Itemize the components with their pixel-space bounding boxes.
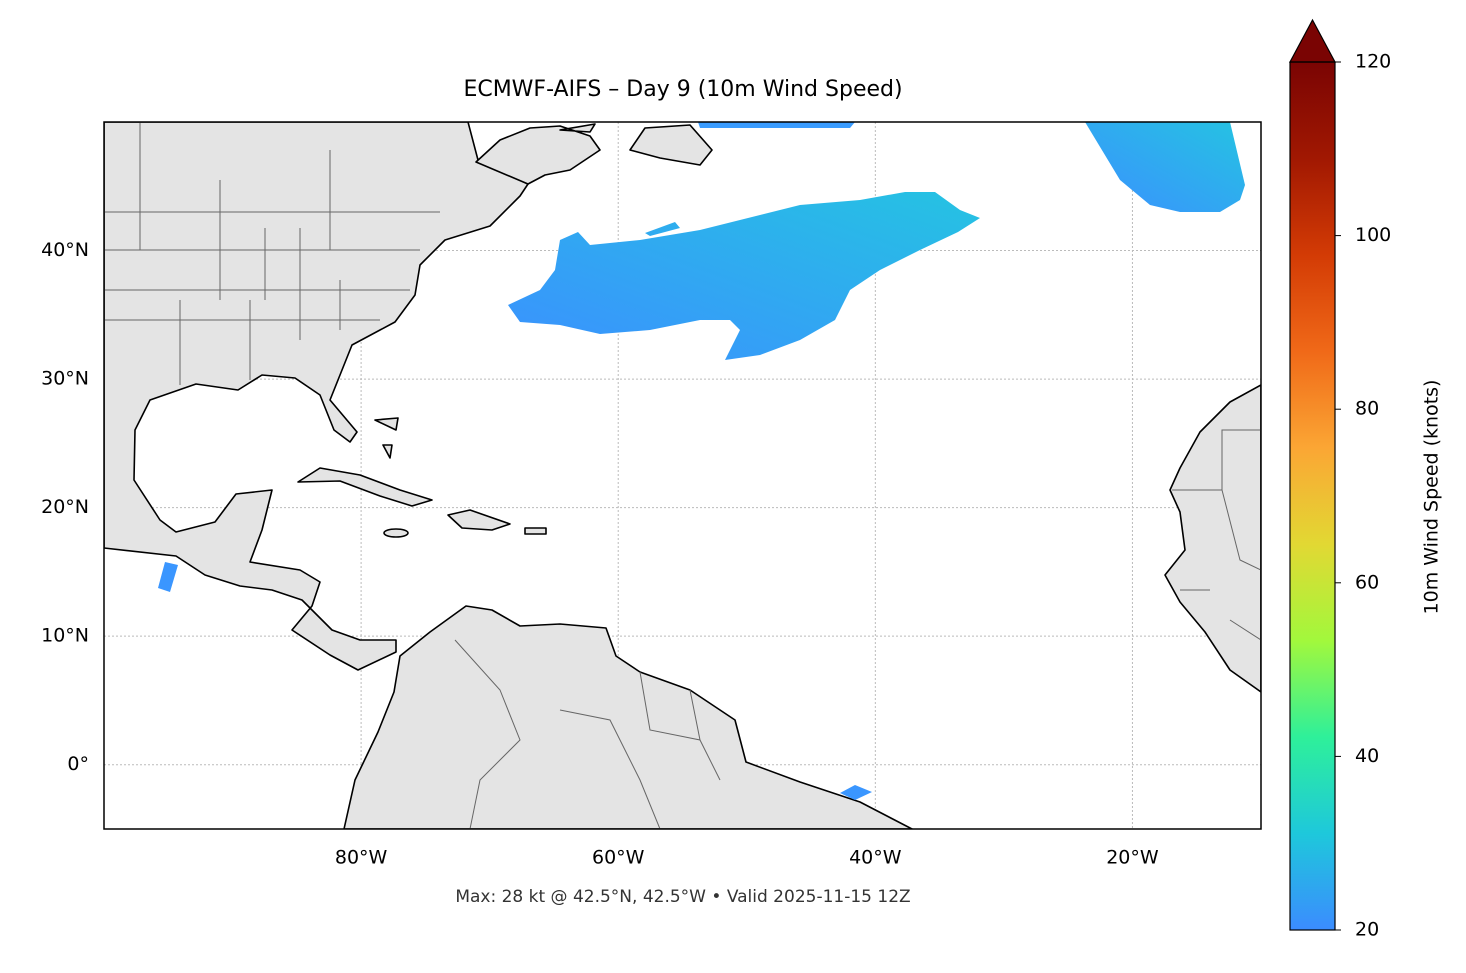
map-frame bbox=[103, 121, 1262, 830]
x-tick-label: 80°W bbox=[335, 847, 388, 869]
colorbar-tick-label: 20 bbox=[1355, 919, 1379, 941]
colorbar bbox=[1290, 62, 1335, 930]
bahamas bbox=[374, 417, 399, 459]
wind-field-ne bbox=[1085, 122, 1245, 212]
colorbar-frame bbox=[1289, 61, 1336, 931]
y-tick-label: 20°N bbox=[41, 496, 89, 518]
map-area bbox=[104, 122, 1261, 829]
x-tick-label: 60°W bbox=[592, 847, 645, 869]
footer: Max: 28 kt @ 42.5°N, 42.5°W • Valid 2025… bbox=[455, 887, 910, 907]
y-tick-label: 30°N bbox=[41, 368, 89, 390]
x-tick-label: 40°W bbox=[849, 847, 902, 869]
colorbar-tick-label: 60 bbox=[1355, 571, 1379, 593]
colorbar-tick-label: 100 bbox=[1355, 224, 1391, 246]
colorbar-tick-label: 120 bbox=[1355, 51, 1391, 73]
colorbar-extend bbox=[1288, 18, 1337, 63]
africa-borders bbox=[1172, 429, 1261, 641]
wind-field-pacific bbox=[158, 562, 178, 592]
y-tick-label: 0° bbox=[67, 753, 89, 775]
colorbar-label: 10m Wind Speed (knots) bbox=[1421, 380, 1443, 615]
sa-borders bbox=[454, 639, 721, 829]
wind-field-south bbox=[840, 785, 872, 800]
x-tick-label: 20°W bbox=[1106, 847, 1159, 869]
wind-field-n bbox=[698, 122, 855, 128]
colorbar-tick-label: 80 bbox=[1355, 398, 1379, 420]
africa bbox=[1164, 384, 1261, 693]
wind-field bbox=[508, 192, 980, 360]
north-america bbox=[104, 122, 529, 671]
puerto-rico bbox=[524, 527, 547, 535]
map-title: ECMWF-AIFS – Day 9 (10m Wind Speed) bbox=[463, 77, 902, 102]
south-america bbox=[343, 605, 913, 829]
y-tick-label: 40°N bbox=[41, 239, 89, 261]
colorbar-tick-label: 40 bbox=[1355, 745, 1379, 767]
y-tick-label: 10°N bbox=[41, 625, 89, 647]
canada-east bbox=[475, 123, 713, 185]
state-borders bbox=[104, 122, 440, 385]
jamaica bbox=[383, 528, 409, 538]
cuba bbox=[297, 467, 433, 507]
hispaniola bbox=[447, 509, 511, 531]
